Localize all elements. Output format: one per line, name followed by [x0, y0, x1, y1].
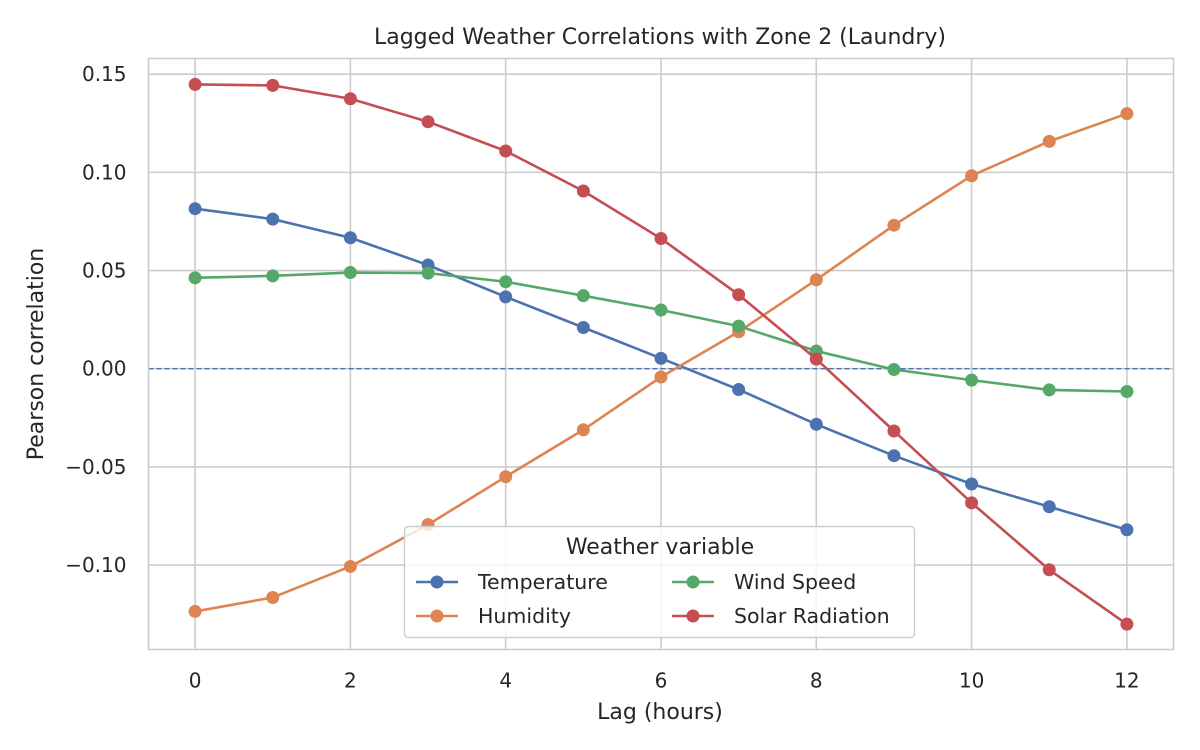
data-point: [732, 383, 746, 397]
legend-item: Temperature: [416, 570, 608, 594]
data-point: [576, 289, 590, 303]
series-temperature: [188, 202, 1134, 537]
legend-swatch-marker: [430, 609, 444, 623]
data-point: [1042, 383, 1056, 397]
data-point: [654, 351, 668, 365]
data-point: [965, 169, 979, 183]
data-point: [654, 303, 668, 317]
legend-swatch-marker: [686, 575, 700, 589]
data-point: [499, 290, 513, 304]
legend-swatch-marker: [686, 609, 700, 623]
legend-label: Humidity: [478, 604, 571, 628]
y-tick-label: 0.05: [82, 259, 127, 283]
data-point: [1120, 107, 1134, 121]
plot-frame: [147, 57, 1175, 651]
x-axis-label: Lag (hours): [597, 700, 723, 725]
data-point: [188, 604, 202, 618]
data-point: [266, 269, 280, 283]
data-point: [732, 288, 746, 302]
x-tick-label: 8: [810, 669, 823, 693]
data-point: [965, 477, 979, 491]
data-point: [499, 144, 513, 158]
data-point: [1042, 500, 1056, 514]
data-point: [965, 496, 979, 510]
data-point: [654, 370, 668, 384]
legend-box: [403, 525, 916, 639]
y-tick-label: −0.10: [65, 553, 126, 577]
data-point: [499, 470, 513, 484]
data-point: [1120, 523, 1134, 537]
y-tick-label: 0.00: [82, 357, 127, 381]
data-point: [343, 266, 357, 280]
y-tick-label: 0.15: [82, 62, 127, 86]
data-point: [1042, 134, 1056, 148]
data-point: [188, 202, 202, 216]
legend-swatch-marker: [430, 575, 444, 589]
x-tick-label: 4: [499, 669, 512, 693]
legend-item: Wind Speed: [672, 570, 856, 594]
data-point: [887, 218, 901, 232]
chart-title: Lagged Weather Correlations with Zone 2 …: [374, 25, 946, 50]
data-point: [421, 266, 435, 280]
legend-items: Temperature Humidity Wind Speed Solar Radia…: [416, 570, 890, 628]
data-point: [266, 212, 280, 226]
data-point: [1042, 563, 1056, 577]
x-tick-label: 10: [959, 669, 984, 693]
y-tick-label: 0.10: [82, 160, 127, 184]
data-point: [576, 423, 590, 437]
data-point: [887, 424, 901, 438]
legend-title: Weather variable: [566, 535, 754, 560]
y-tick-labels: −0.10 −0.05 0.00 0.05 0.10 0.15: [65, 62, 126, 577]
data-point: [343, 92, 357, 106]
data-point: [188, 271, 202, 285]
data-point: [266, 78, 280, 92]
legend-label: Solar Radiation: [734, 604, 890, 628]
data-point: [343, 559, 357, 573]
data-point: [1120, 385, 1134, 399]
x-tick-label: 2: [344, 669, 357, 693]
data-point: [421, 115, 435, 129]
data-point: [654, 232, 668, 246]
legend-label: Wind Speed: [734, 570, 856, 594]
x-tick-label: 12: [1114, 669, 1139, 693]
series-solar-radiation: [188, 77, 1134, 631]
x-tick-label: 6: [655, 669, 668, 693]
series-wind-speed: [188, 266, 1134, 399]
data-point: [576, 320, 590, 334]
legend-item: Solar Radiation: [672, 604, 890, 628]
data-point: [809, 417, 823, 431]
data-point: [343, 231, 357, 245]
x-tick-label: 0: [189, 669, 202, 693]
data-point: [809, 273, 823, 287]
x-tick-labels: 0 2 4 6 8 10 12: [189, 669, 1140, 693]
legend: Weather variable Temperature Humidity Wind…: [403, 525, 916, 639]
y-tick-label: −0.05: [65, 455, 126, 479]
data-point: [1120, 617, 1134, 631]
legend-label: Temperature: [477, 570, 608, 594]
data-point: [266, 590, 280, 604]
data-point: [887, 363, 901, 377]
data-point: [499, 275, 513, 289]
data-point: [809, 352, 823, 366]
data-point: [576, 184, 590, 198]
series-layer: [188, 77, 1134, 631]
legend-item: Humidity: [416, 604, 571, 628]
data-point: [188, 77, 202, 91]
data-point: [732, 319, 746, 333]
data-point: [887, 449, 901, 463]
y-axis-label: Pearson correlation: [24, 248, 49, 460]
data-point: [965, 373, 979, 387]
